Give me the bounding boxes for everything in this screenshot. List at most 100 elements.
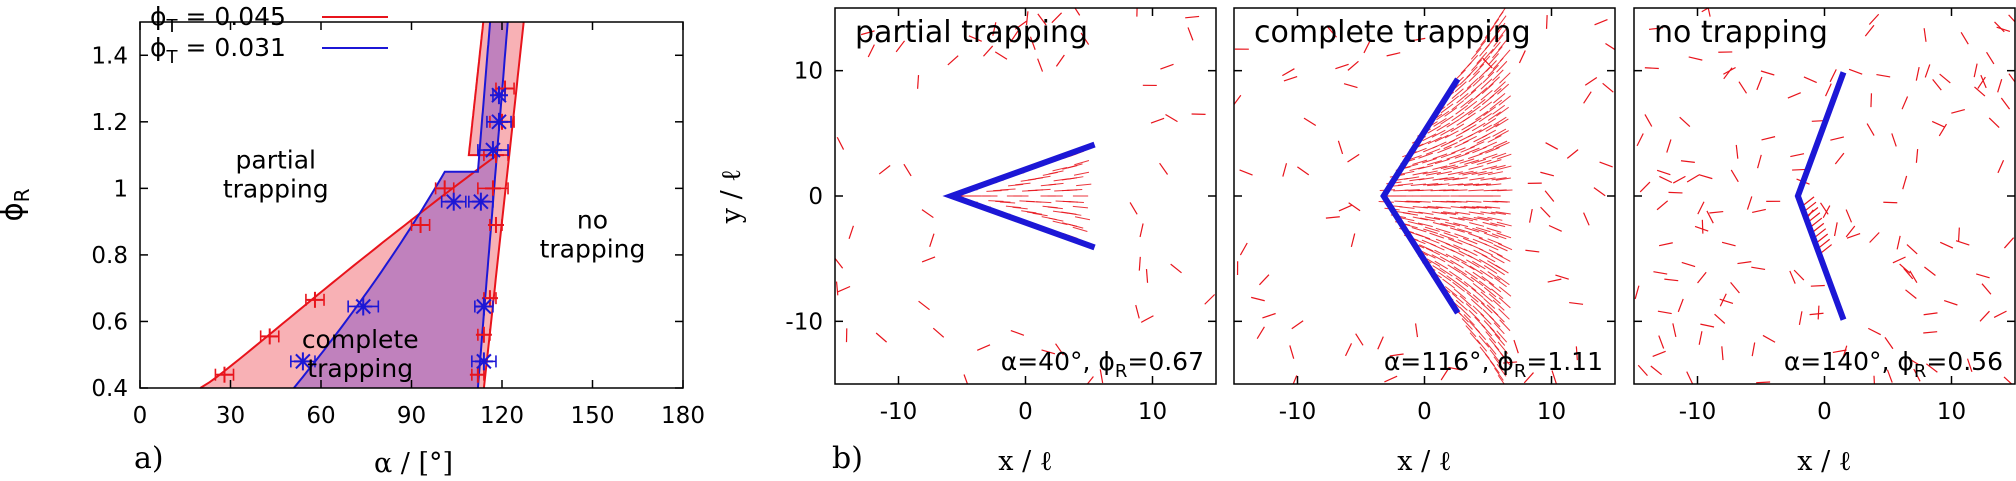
x-tick-label: -10 [1679, 399, 1717, 425]
trapped-particle [1470, 141, 1485, 149]
particle [1981, 283, 1992, 295]
particle [1737, 261, 1752, 265]
particle [1584, 77, 1598, 86]
particle [1041, 349, 1056, 355]
trapped-particle [1453, 288, 1467, 300]
trapped-particle [1436, 170, 1452, 175]
trapped-particle [1068, 201, 1084, 203]
particle [1668, 191, 1683, 194]
x-tick-label: 10 [1138, 399, 1167, 425]
trapped-particle [1478, 280, 1492, 291]
trapped-particle [1495, 141, 1510, 149]
trapped-particle [1403, 163, 1419, 169]
trapped-particle [1484, 206, 1501, 209]
trapped-particle [1493, 93, 1506, 104]
particle [895, 40, 906, 53]
particle [1761, 136, 1776, 141]
ann-sub: R [1514, 361, 1527, 382]
trapped-particle [1449, 216, 1465, 221]
particle [1256, 326, 1265, 339]
particle [1988, 117, 2000, 129]
trapped-particle [1494, 200, 1510, 203]
particle [1899, 263, 1911, 274]
ann-value: =0.56 [1926, 347, 2003, 376]
trapped-particle [1463, 281, 1477, 292]
trapped-particle [1493, 116, 1507, 126]
particle [1283, 75, 1298, 82]
particle [1377, 336, 1384, 350]
panel-title: partial trapping [855, 15, 1088, 50]
particle [1547, 278, 1562, 283]
trapped-particle [1429, 232, 1445, 239]
data-point [440, 192, 467, 211]
x-tick-label: 120 [480, 403, 524, 429]
trapped-particle [1497, 189, 1513, 192]
trapped-particle [1485, 147, 1500, 154]
panel-label-b: b) [832, 441, 863, 476]
trapped-particle [1491, 152, 1507, 159]
trapped-particle [1487, 64, 1499, 77]
trapped-particle [1412, 147, 1427, 155]
trapped-particle [1476, 159, 1492, 166]
trapped-particle [1410, 183, 1427, 187]
region-label-line: trapping [223, 174, 329, 203]
trapped-particle [1455, 104, 1469, 115]
trapped-particle [1496, 153, 1512, 160]
blue-left-boundary [293, 21, 492, 389]
trapped-particle [1476, 136, 1491, 144]
trapped-particle [1412, 171, 1428, 176]
trapped-particle [1471, 59, 1483, 71]
trapped-particle [1432, 153, 1448, 160]
trapped-particle [1459, 295, 1472, 307]
x-tick-label: 90 [397, 403, 426, 429]
trapped-particle [1463, 314, 1475, 326]
trapped-particle [1489, 360, 1500, 374]
trapped-particle [1445, 253, 1460, 262]
trapped-particle [1470, 298, 1483, 310]
trapped-particle [1475, 40, 1487, 53]
trapped-particle [1482, 71, 1495, 83]
trapped-particle [1485, 60, 1497, 72]
particle [1055, 343, 1064, 356]
particle [1165, 113, 1178, 123]
trapped-particle [1436, 122, 1451, 132]
particle [875, 332, 888, 343]
trapped-particle [1422, 133, 1437, 142]
trapped-particle [1466, 66, 1478, 78]
trapped-particle [1491, 288, 1504, 299]
particle [1448, 366, 1463, 371]
trapped-particle [1439, 267, 1453, 277]
trapped-particle [1496, 106, 1509, 117]
trapped-particle [1482, 129, 1497, 138]
trapped-particle [1464, 89, 1477, 100]
data-point [486, 112, 512, 131]
trapped-particle [1435, 227, 1451, 234]
trapped-particle [1498, 38, 1509, 51]
particle [1664, 278, 1679, 282]
particle [1545, 142, 1559, 150]
particle [1074, 8, 1081, 16]
trapped-particle [1431, 211, 1447, 215]
trapped-particle [1468, 232, 1483, 239]
trapped-particle [1487, 271, 1501, 281]
trapped-particle [1486, 227, 1502, 233]
trapped-particle [1439, 233, 1455, 240]
trapped-particle [1487, 216, 1503, 221]
trapped-particle [1466, 259, 1480, 268]
trapped-particle [1461, 318, 1473, 330]
trapped-particle [1459, 158, 1475, 164]
data-point [347, 297, 380, 316]
particle [1924, 266, 1936, 276]
simulation-snapshots-panel: y / ℓ b) -10 0 10 -10 0 10 partial trapping α=4… [716, 7, 2016, 477]
region-fills [200, 22, 524, 388]
particle [1525, 249, 1540, 253]
trapped-particle [1461, 261, 1475, 271]
trapped-particle [1399, 217, 1415, 222]
trapped-particle [1457, 228, 1472, 234]
trapped-particle [1470, 276, 1484, 287]
particle [1939, 241, 1954, 249]
particle [1503, 361, 1518, 364]
trapped-particle [1496, 330, 1508, 343]
trapped-particle [1471, 206, 1488, 209]
trapped-particle [1447, 171, 1463, 176]
